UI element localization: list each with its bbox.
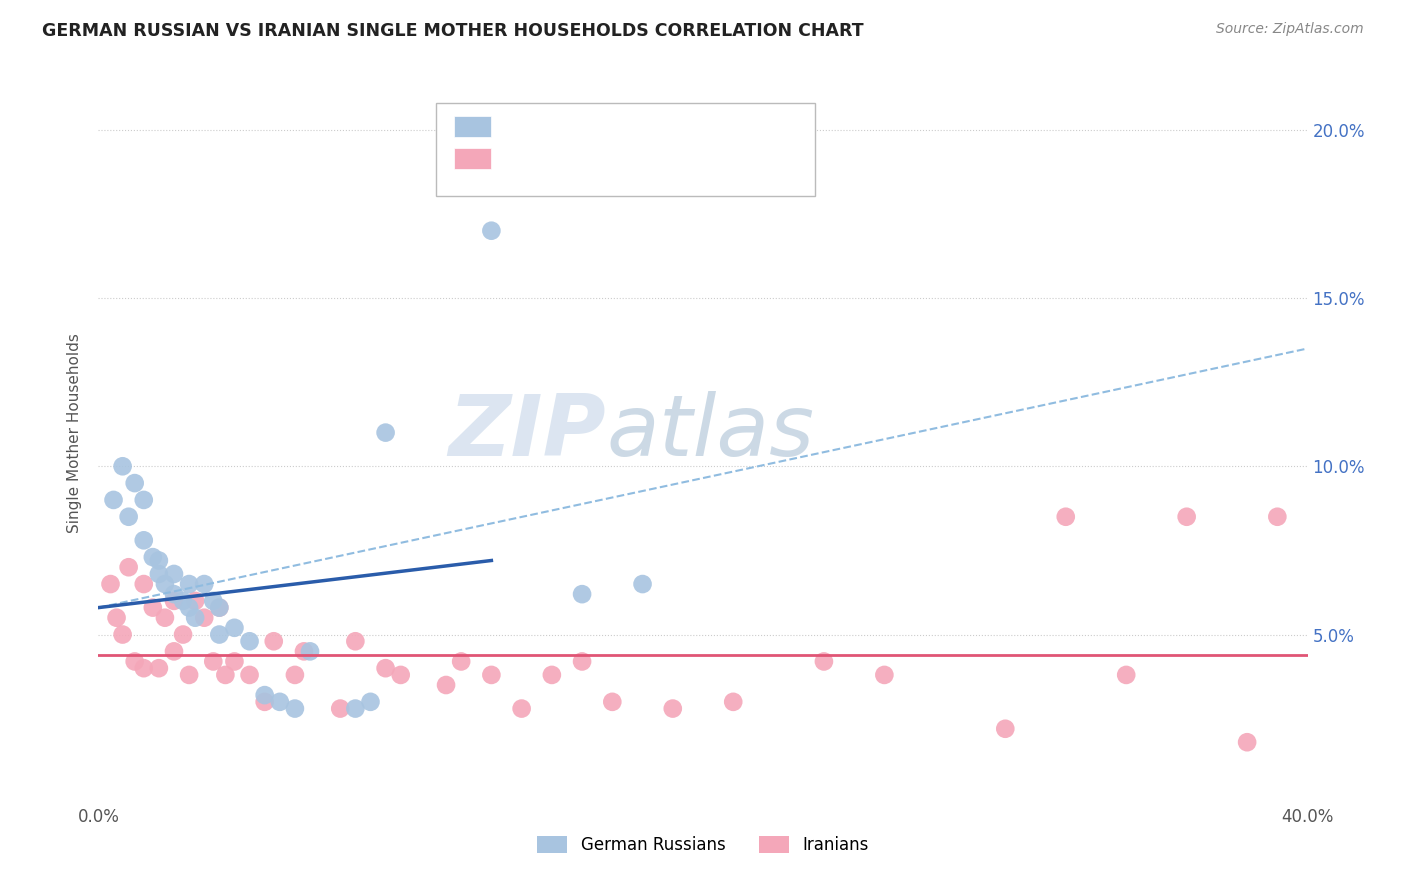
Point — [540, 668, 562, 682]
Point — [172, 594, 194, 608]
Point — [602, 695, 624, 709]
Point — [344, 634, 367, 648]
Point — [208, 600, 231, 615]
Point — [1236, 735, 1258, 749]
Text: N = 46: N = 46 — [616, 150, 678, 168]
Point — [299, 644, 322, 658]
Point — [253, 688, 276, 702]
Point — [239, 668, 262, 682]
Point — [208, 627, 231, 641]
Point — [263, 634, 285, 648]
Point — [1267, 509, 1289, 524]
Point — [142, 550, 165, 565]
Point — [103, 492, 125, 507]
Text: GERMAN RUSSIAN VS IRANIAN SINGLE MOTHER HOUSEHOLDS CORRELATION CHART: GERMAN RUSSIAN VS IRANIAN SINGLE MOTHER … — [42, 22, 863, 40]
Point — [132, 577, 155, 591]
Point — [481, 668, 503, 682]
Point — [124, 476, 146, 491]
Text: Source: ZipAtlas.com: Source: ZipAtlas.com — [1216, 22, 1364, 37]
Point — [208, 600, 231, 615]
Point — [239, 634, 262, 648]
Point — [202, 594, 225, 608]
Point — [105, 610, 128, 624]
Point — [284, 701, 307, 715]
Point — [179, 668, 201, 682]
Point — [148, 553, 170, 567]
Point — [813, 655, 835, 669]
Y-axis label: Single Mother Households: Single Mother Households — [67, 333, 83, 533]
Point — [148, 661, 170, 675]
Point — [269, 695, 291, 709]
Point — [1115, 668, 1137, 682]
Text: N = 32: N = 32 — [616, 118, 678, 136]
Point — [179, 577, 201, 591]
Point — [163, 594, 186, 608]
Point — [224, 655, 246, 669]
Point — [111, 459, 134, 474]
Point — [100, 577, 122, 591]
Point — [389, 668, 412, 682]
Point — [153, 610, 176, 624]
Point — [571, 587, 593, 601]
Point — [202, 655, 225, 669]
Point — [1054, 509, 1077, 524]
Point — [118, 560, 141, 574]
Point — [163, 566, 186, 581]
Text: R = 0.157: R = 0.157 — [496, 118, 579, 136]
Point — [214, 668, 236, 682]
Text: atlas: atlas — [606, 391, 814, 475]
Point — [360, 695, 382, 709]
Point — [132, 661, 155, 675]
Point — [661, 701, 683, 715]
Point — [132, 492, 155, 507]
Point — [571, 655, 593, 669]
Point — [329, 701, 352, 715]
Point — [374, 661, 396, 675]
Point — [284, 668, 307, 682]
Point — [292, 644, 315, 658]
Point — [132, 533, 155, 548]
Point — [124, 655, 146, 669]
Point — [873, 668, 896, 682]
Point — [450, 655, 472, 669]
Point — [1175, 509, 1198, 524]
Point — [118, 509, 141, 524]
Text: ZIP: ZIP — [449, 391, 606, 475]
Point — [172, 627, 194, 641]
Point — [148, 566, 170, 581]
Point — [723, 695, 745, 709]
Point — [193, 577, 215, 591]
Point — [184, 594, 207, 608]
Text: R = 0.017: R = 0.017 — [496, 150, 579, 168]
Point — [163, 587, 186, 601]
Point — [344, 701, 367, 715]
Point — [193, 610, 215, 624]
Point — [111, 627, 134, 641]
Point — [994, 722, 1017, 736]
Legend: German Russians, Iranians: German Russians, Iranians — [531, 830, 875, 861]
Point — [631, 577, 654, 591]
Point — [184, 610, 207, 624]
Point — [434, 678, 457, 692]
Point — [153, 577, 176, 591]
Point — [224, 621, 246, 635]
Point — [163, 644, 186, 658]
Point — [253, 695, 276, 709]
Point — [481, 224, 503, 238]
Point — [510, 701, 533, 715]
Point — [374, 425, 396, 440]
Point — [179, 600, 201, 615]
Point — [142, 600, 165, 615]
